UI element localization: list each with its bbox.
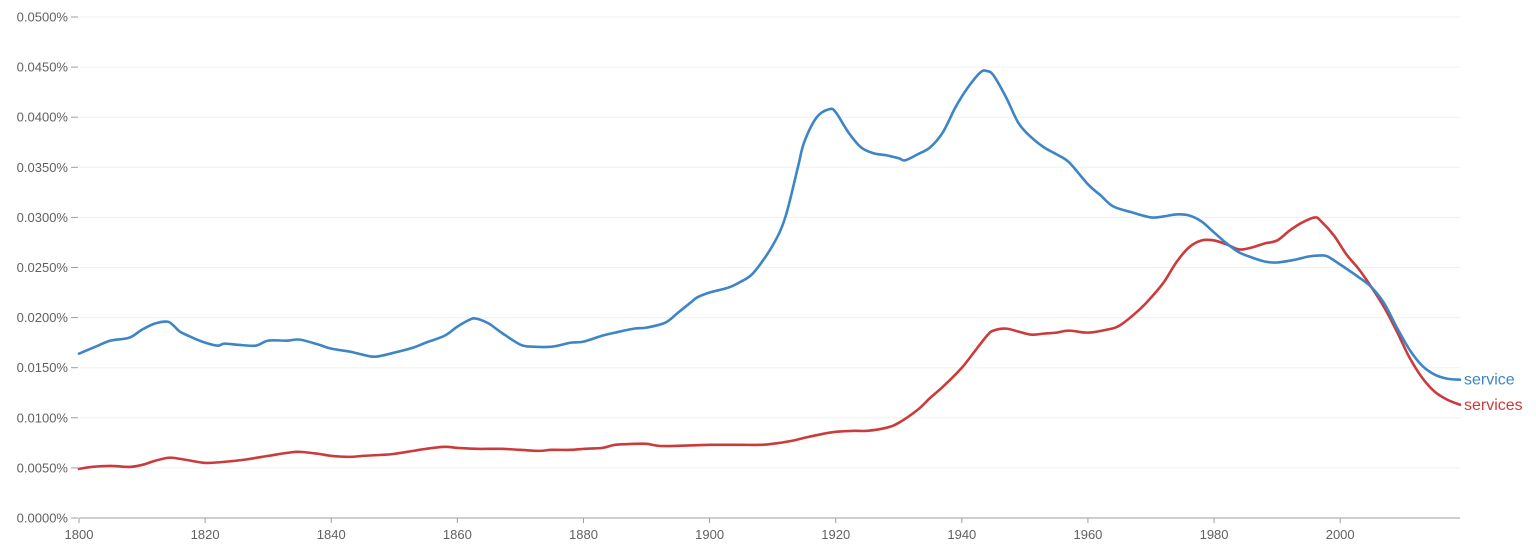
x-tick-label: 2000 <box>1326 527 1355 542</box>
y-tick-label: 0.0350% <box>17 160 69 175</box>
x-tick-label: 1940 <box>947 527 976 542</box>
series-lines <box>77 69 1462 471</box>
series-line-services[interactable] <box>77 216 1462 471</box>
x-axis: 1800 1820 1840 1860 1880 1900 1920 1940 1960 1980… <box>65 517 1460 542</box>
x-tick-label: 1980 <box>1200 527 1229 542</box>
y-tick-label: 0.0100% <box>17 410 69 425</box>
series-labels: service services <box>1464 372 1523 414</box>
grid-lines <box>79 16 1460 469</box>
series-label-service: service <box>1464 372 1515 389</box>
y-tick-label: 0.0050% <box>17 460 69 475</box>
x-tick-label: 1840 <box>317 527 346 542</box>
y-tick-label: 0.0200% <box>17 310 69 325</box>
y-tick-label: 0.0000% <box>17 511 69 526</box>
y-tick-label: 0.0150% <box>17 360 69 375</box>
y-tick-label: 0.0500% <box>17 10 69 25</box>
x-tick-label: 1800 <box>65 527 94 542</box>
series-line-service[interactable] <box>77 69 1462 382</box>
x-tick-label: 1960 <box>1073 527 1102 542</box>
y-tick-label: 0.0300% <box>17 210 69 225</box>
y-axis: 0.0000% 0.0050% 0.0100% 0.0150% 0.0200% 0.025… <box>17 10 78 526</box>
x-tick-label: 1820 <box>191 527 220 542</box>
x-tick-label: 1920 <box>821 527 850 542</box>
y-tick-label: 0.0400% <box>17 110 69 125</box>
y-tick-label: 0.0250% <box>17 260 69 275</box>
x-tick-label: 1880 <box>569 527 598 542</box>
series-label-services: services <box>1464 397 1523 414</box>
y-tick-label: 0.0450% <box>17 60 69 75</box>
x-tick-label: 1860 <box>443 527 472 542</box>
x-tick-label: 1900 <box>695 527 724 542</box>
